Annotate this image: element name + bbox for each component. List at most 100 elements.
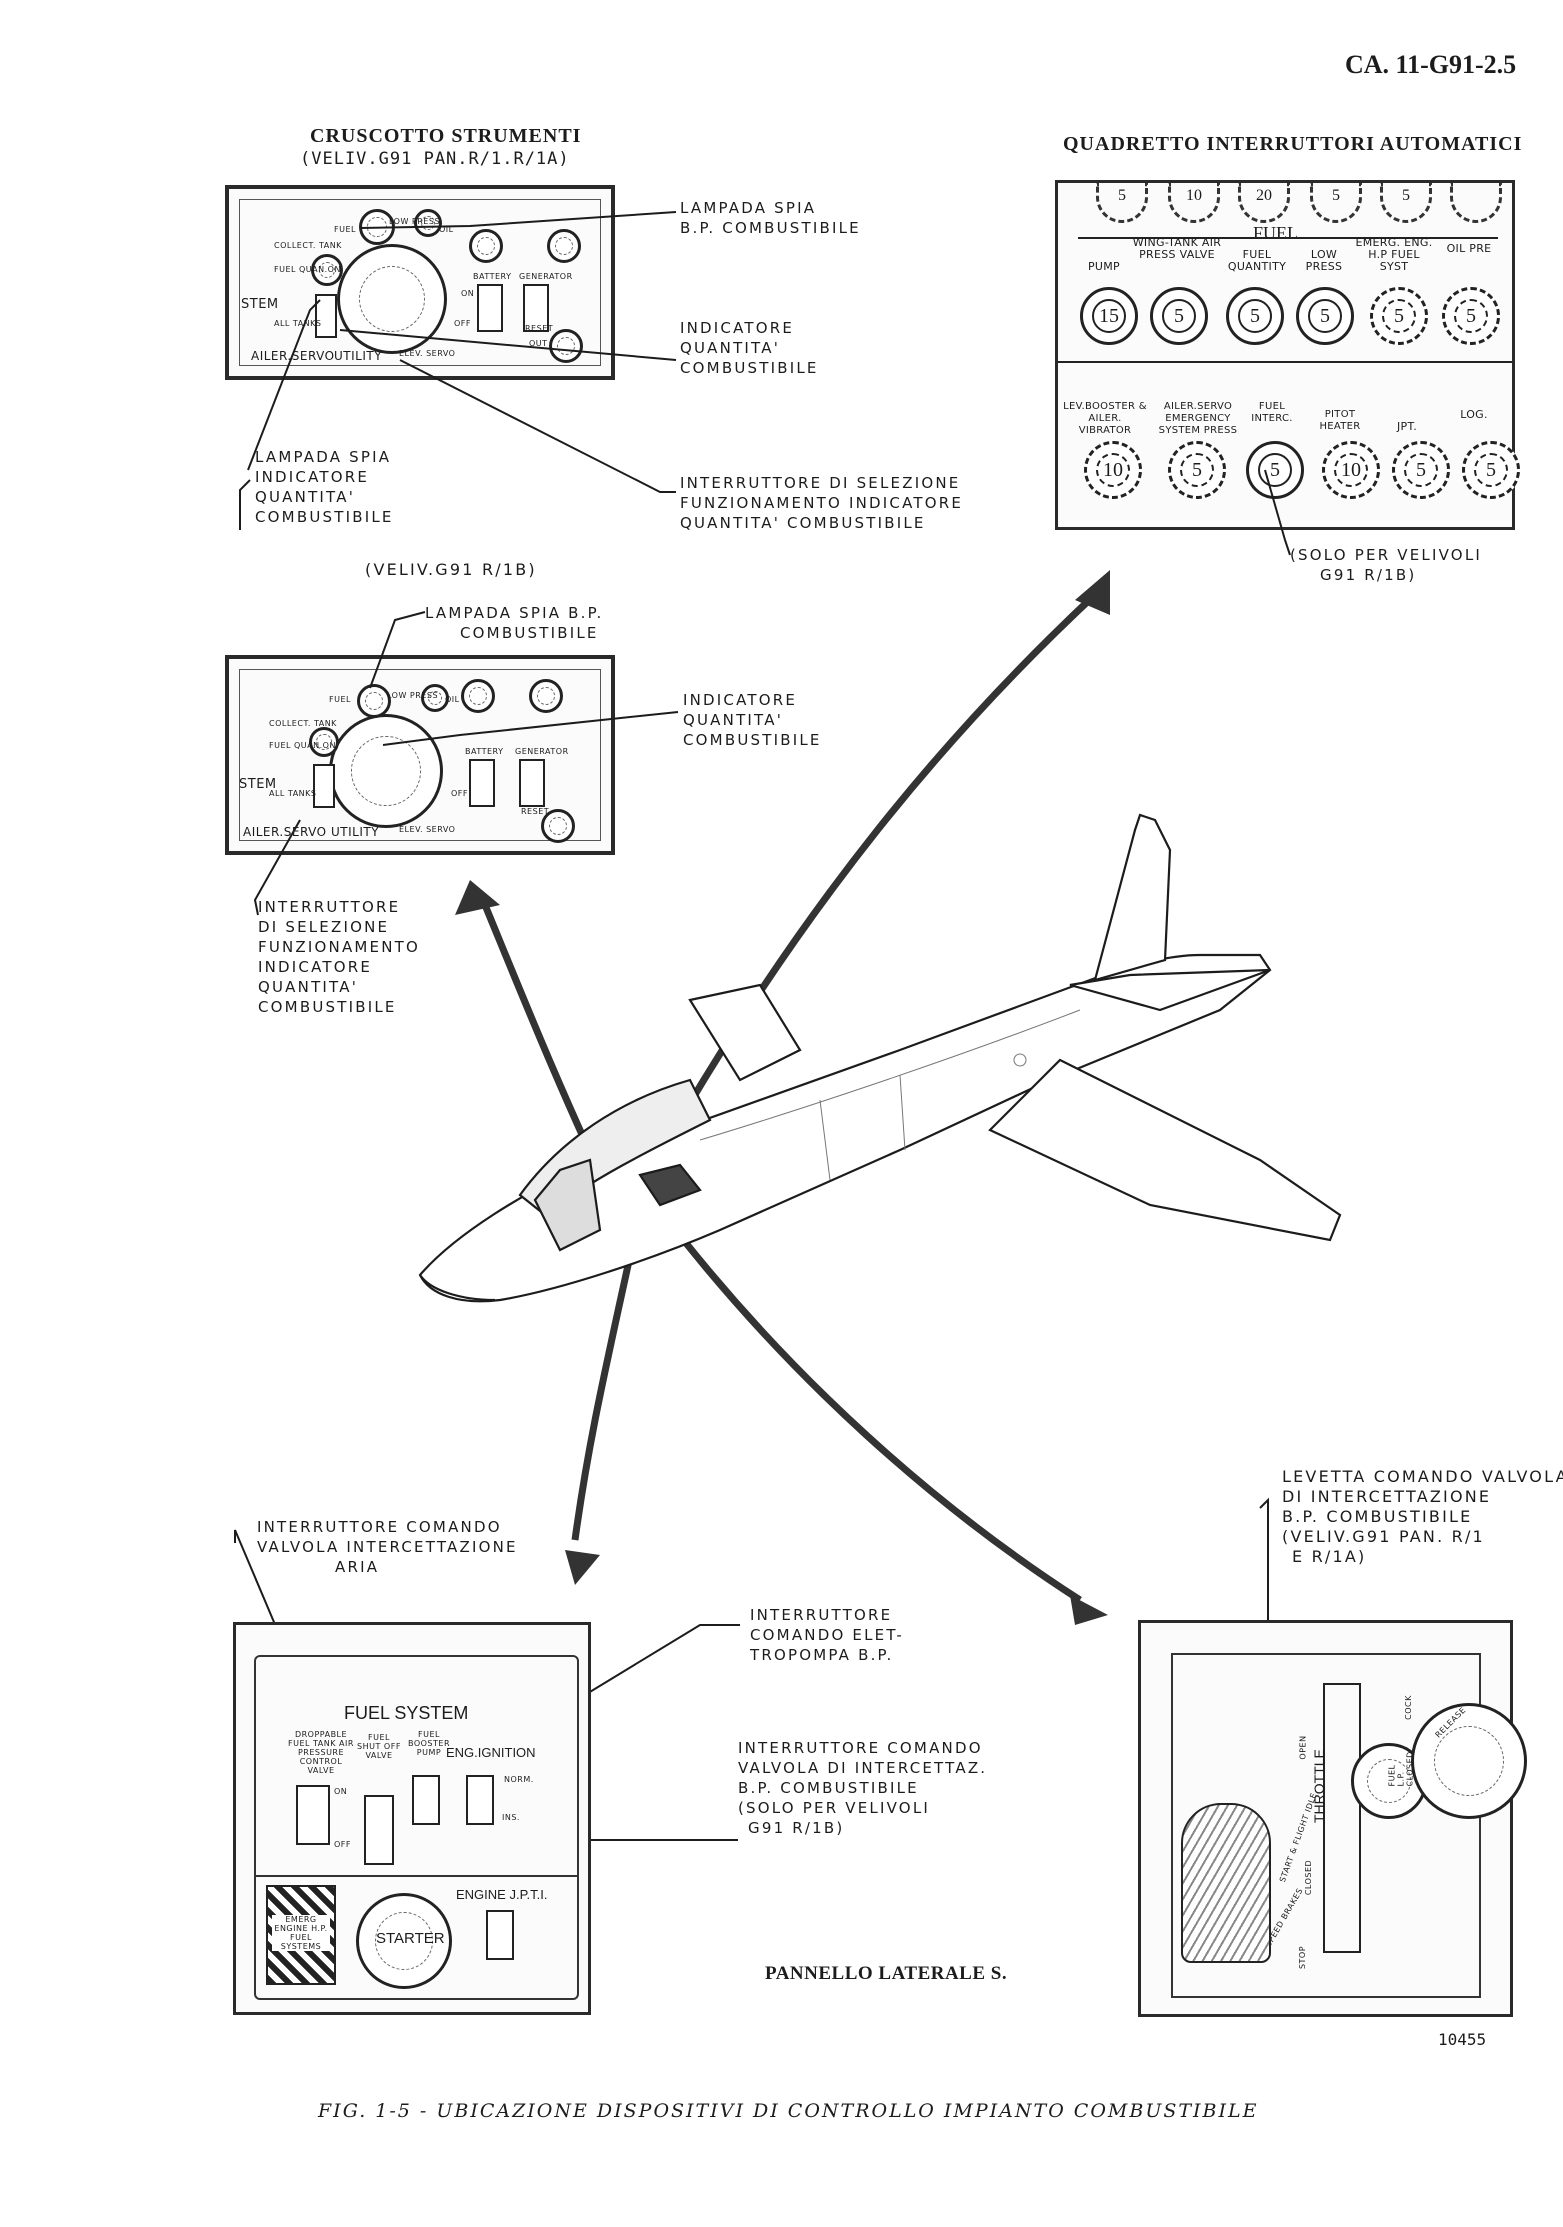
leader-line	[399, 359, 676, 493]
quadretto-title: QUADRETTO INTERRUTTORI AUTOMATICI	[1063, 133, 1523, 155]
collect-tank-label: COLLECT. TANK	[269, 719, 337, 728]
fuel-label: FUEL	[334, 225, 356, 234]
utility-label: UTILITY	[334, 349, 383, 363]
throttle-quadrant-panel: THROTTLE COCK FUEL L.P. CLOSED OPEN CLOS…	[1138, 1620, 1527, 2017]
elev-servo-label: ELEV. SERVO	[399, 825, 456, 834]
breaker-pump[interactable]: 15	[1080, 287, 1138, 345]
low-press-label: LOW PRESS	[387, 691, 439, 700]
fuel-booster-pump-switch[interactable]	[412, 1775, 440, 1825]
indicator-light-left	[309, 727, 339, 757]
norm-label: NORM.	[504, 1775, 534, 1784]
oil-warning-light	[421, 684, 449, 712]
utility-label: UTILITY	[331, 825, 380, 839]
breaker-label-pump: PUMP	[1087, 260, 1120, 273]
generator-switch[interactable]	[519, 759, 545, 807]
breaker-label-lev-booster: LEV.BOOSTER & AILER. VIBRATOR	[1063, 401, 1147, 436]
document-number: CA. 11-G91-2.5	[1345, 50, 1517, 79]
g91-aircraft	[418, 813, 1342, 1303]
breaker-emerg-eng[interactable]: 5	[1370, 287, 1428, 345]
side-panel-plate	[254, 1655, 579, 2000]
breaker-wingtank-air-press[interactable]: 5	[1150, 287, 1208, 345]
pannello-laterale-caption: PANNELLO LATERALE S.	[765, 1963, 1008, 1984]
generator-switch[interactable]	[523, 284, 549, 332]
circuit-breaker-knob[interactable]	[469, 229, 503, 263]
out-label: OUT	[529, 339, 548, 348]
reset-label: RESET	[521, 807, 550, 816]
battery-label: BATTERY	[465, 747, 504, 756]
oil-warning-light	[414, 209, 442, 237]
circuit-breaker-knob[interactable]	[529, 679, 563, 713]
breaker-label-jpt: JPT.	[1397, 420, 1417, 433]
fuel-quan-on-label: FUEL QUAN.ON	[269, 741, 336, 750]
breaker-ailer-servo[interactable]: 5	[1168, 441, 1226, 499]
breaker-label-emerg-eng: EMERG. ENG. H.P FUEL SYST	[1355, 236, 1433, 273]
fuel-system-label: FUEL SYSTEM	[344, 1703, 469, 1723]
droppable-tank-label: DROPPABLE FUEL TANK AIR PRESSURE CONTROL…	[288, 1730, 354, 1775]
stem-label: STEM	[241, 297, 279, 312]
breaker-label-oil: OIL PRE	[1446, 242, 1492, 255]
starter-button[interactable]	[356, 1893, 452, 1989]
side-panel-left: FUEL SYSTEM DROPPABLE FUEL TANK AIR PRES…	[233, 1622, 591, 2015]
panel-divider	[1058, 361, 1512, 363]
circuit-breaker-knob[interactable]	[549, 329, 583, 363]
leader-line	[247, 299, 321, 471]
fuel-shut-off-valve-switch[interactable]	[364, 1795, 394, 1865]
callout-indicatore-quantita: INDICATORE QUANTITA' COMBUSTIBILE	[680, 319, 819, 377]
breaker-top-6	[1450, 183, 1502, 223]
fuel-quantity-selector-switch[interactable]	[313, 764, 335, 808]
oil-label: OIL	[445, 695, 460, 704]
starter-label: STARTER	[376, 1930, 445, 1947]
oil-label: OIL	[439, 225, 454, 234]
breaker-pitot-heater[interactable]: 10	[1322, 441, 1380, 499]
fuel-quantity-selector-switch[interactable]	[315, 294, 337, 338]
breaker-jpt[interactable]: 5	[1392, 441, 1450, 499]
callout-lampada-spia-bp: LAMPADA SPIA B.P. COMBUSTIBILE	[680, 199, 861, 237]
arrowhead-quadretto	[1075, 570, 1110, 615]
droppable-tank-air-press-switch[interactable]	[296, 1785, 330, 1845]
eng-ignition-switch[interactable]	[466, 1775, 494, 1825]
circuit-breaker-knob[interactable]	[461, 679, 495, 713]
instrument-panel-b: FUEL LOW PRESS OIL COLLECT. TANK FUEL QU…	[225, 655, 615, 855]
breaker-low-press[interactable]: 5	[1296, 287, 1354, 345]
callout-valvola-aria: INTERRUTTORE COMANDO VALVOLA INTERCETTAZ…	[257, 1518, 518, 1576]
figure-number: 10455	[1438, 2030, 1487, 2049]
emerg-fuel-label: EMERG ENGINE H.P. FUEL SYSTEMS	[272, 1915, 330, 1951]
breaker-label-pitot: PITOT HEATER	[1319, 409, 1361, 432]
engine-jpt-switch[interactable]	[486, 1910, 514, 1960]
breaker-top-5: 5	[1380, 183, 1432, 223]
circuit-breaker-knob[interactable]	[547, 229, 581, 263]
battery-label: BATTERY	[473, 272, 512, 281]
breaker-oil-press[interactable]: 5	[1442, 287, 1500, 345]
leader-line	[382, 711, 679, 746]
throttle-grip[interactable]	[1181, 1803, 1271, 1963]
battery-switch[interactable]	[469, 759, 495, 807]
off-label: OFF	[454, 319, 471, 328]
battery-switch[interactable]	[477, 284, 503, 332]
eng-ignition-label: ENG.IGNITION	[446, 1745, 536, 1760]
closed-label: CLOSED	[1304, 1859, 1314, 1896]
arrow-to-quadretto	[636, 587, 1103, 1192]
r1b-subtitle: (VELIV.G91 R/1B)	[365, 560, 537, 579]
leader-line	[239, 479, 251, 530]
circuit-breaker-knob[interactable]	[541, 809, 575, 843]
callout-r1b-lampada: LAMPADA SPIA B.P. COMBUSTIBILE	[425, 604, 604, 642]
breaker-top-4: 5	[1310, 183, 1362, 223]
generator-label: GENERATOR	[519, 272, 573, 281]
instrument-panel-a: FUEL LOW PRESS OIL COLLECT. TANK FUEL QU…	[225, 185, 615, 380]
breaker-log[interactable]: 5	[1462, 441, 1520, 499]
cruscotto-title: CRUSCOTTO STRUMENTI	[310, 125, 582, 147]
fuel-quantity-gauge	[337, 244, 447, 354]
release-knob[interactable]	[1411, 1703, 1527, 1819]
indicator-light-left	[311, 254, 343, 286]
fuel-label: FUEL	[329, 695, 351, 704]
callout-elettropompa: INTERRUTTORE COMANDO ELET- TROPOMPA B.P.	[750, 1606, 904, 1664]
breaker-lev-booster[interactable]: 10	[1084, 441, 1142, 499]
breaker-fuel-quantity[interactable]: 5	[1226, 287, 1284, 345]
breaker-fuel-interc[interactable]: 5	[1246, 441, 1304, 499]
arrowhead-cruscotto	[455, 880, 500, 915]
callout-r1b-interruttore: INTERRUTTORE DI SELEZIONE FUNZIONAMENTO …	[258, 898, 421, 1016]
fuel-quan-on-label: FUEL QUAN.ON	[274, 265, 341, 274]
breaker-label-fuel-interc: FUEL INTERC.	[1251, 401, 1293, 424]
callout-valvola-intercettaz: INTERRUTTORE COMANDO VALVOLA DI INTERCET…	[738, 1739, 988, 1837]
